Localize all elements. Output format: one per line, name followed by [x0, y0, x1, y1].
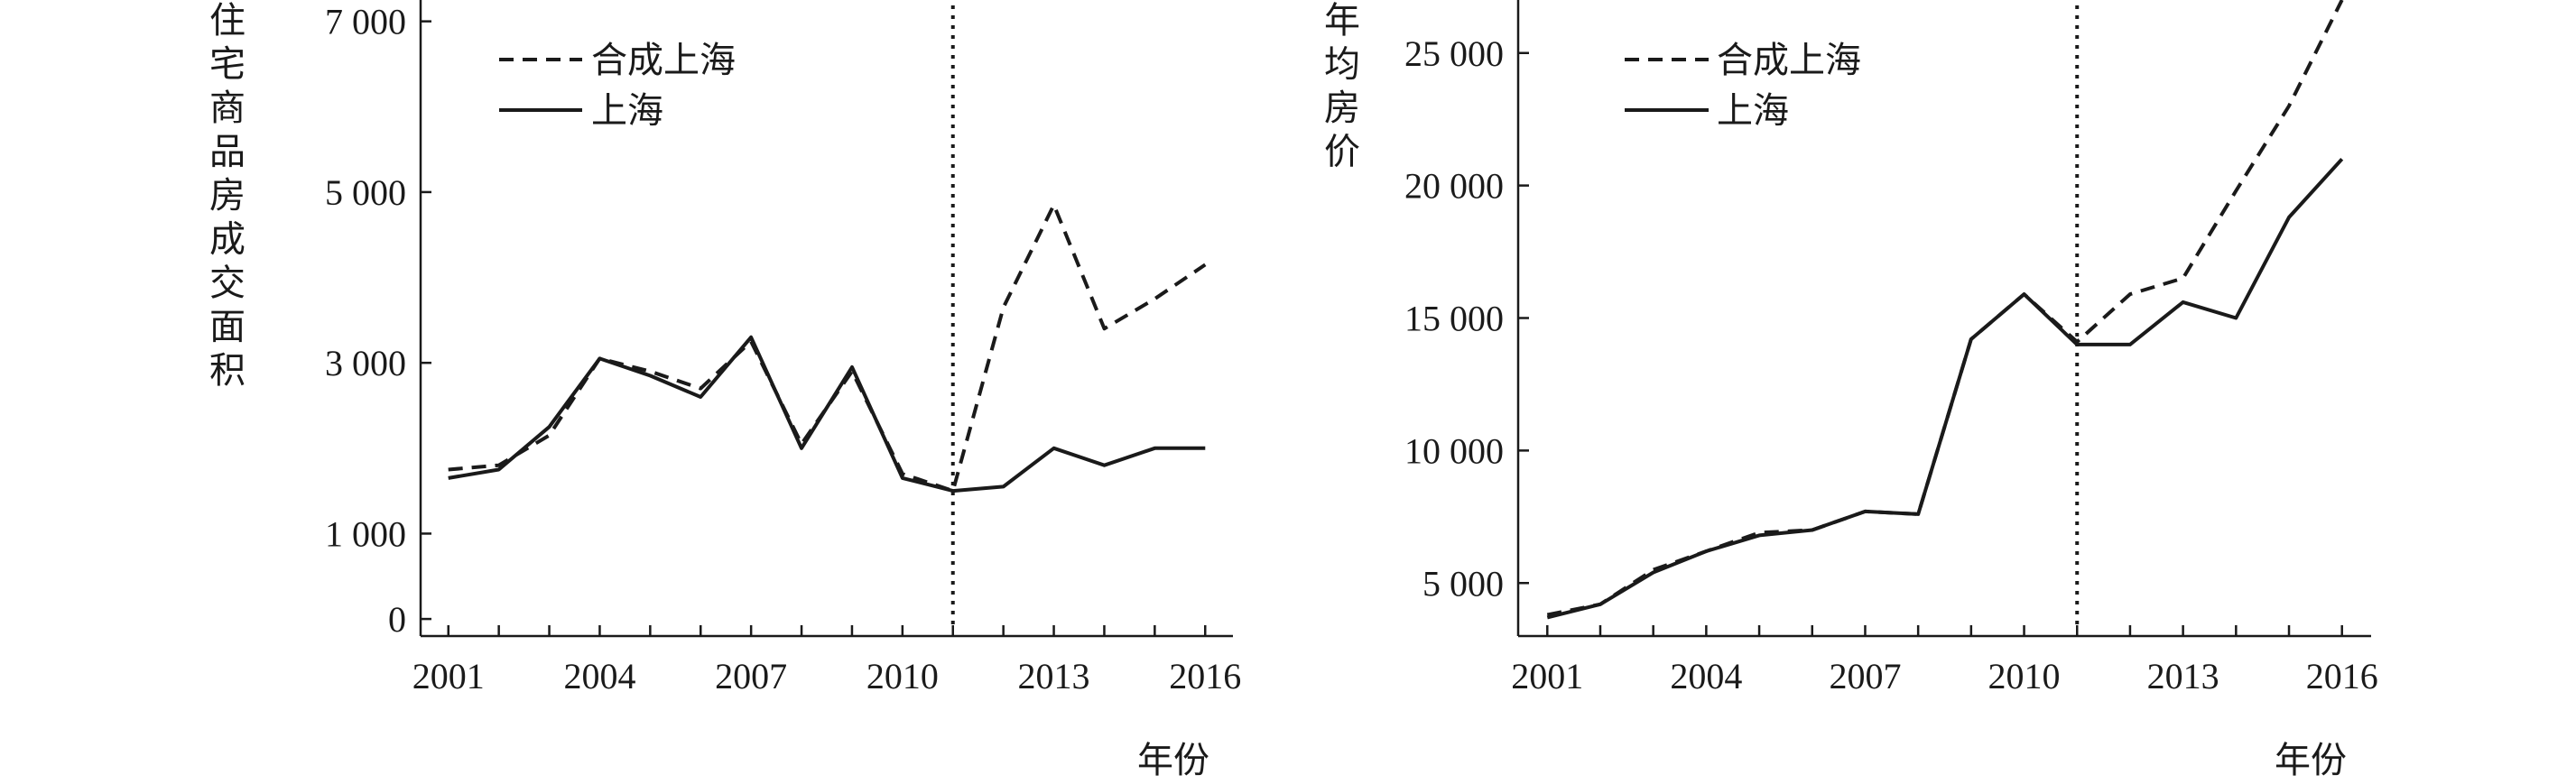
series-line-actual	[448, 335, 1206, 493]
y-axis-label-char: 交	[209, 263, 246, 304]
series-group	[1546, 0, 2344, 620]
y-tick-label: 0	[388, 599, 406, 640]
x-axis: 2001 2004 2007 2010 2013 2016	[1511, 625, 2378, 696]
y-axis-label-char: 房	[209, 175, 246, 217]
x-tick-label: 2010	[1988, 656, 2061, 696]
y-tick-label: 10 000	[1404, 430, 1504, 471]
x-tick-label: 2010	[866, 656, 939, 696]
series-line-synthetic	[448, 203, 1207, 493]
y-tick-label: 7 000	[325, 2, 406, 42]
legend-label: 合成上海	[1717, 40, 1861, 81]
x-axis-label: 年份	[2275, 740, 2347, 781]
legend-label: 合成上海	[591, 40, 736, 81]
y-axis-label-char: 房	[1324, 88, 1360, 129]
y-axis-label-char: 商	[209, 88, 246, 129]
x-tick-label: 2004	[563, 656, 635, 696]
legend-label: 上海	[591, 90, 663, 132]
series-group	[448, 203, 1207, 493]
y-axis-label-char: 品	[209, 132, 246, 173]
y-axis-label-char: 面	[209, 307, 246, 348]
y-axis-label-char: 宅	[209, 44, 246, 86]
y-axis-label-char: 积	[209, 350, 246, 392]
legend-label: 上海	[1717, 90, 1789, 132]
series-line-synthetic	[1546, 0, 2344, 617]
x-tick-label: 2016	[2306, 656, 2378, 696]
y-axis-label-char: 年	[1324, 0, 1360, 42]
x-tick-label: 2004	[1670, 656, 1742, 696]
y-tick-label: 20 000	[1404, 166, 1504, 207]
x-tick-label: 2013	[1018, 656, 1090, 696]
y-tick-label: 3 000	[325, 343, 406, 383]
y-tick-label: 25 000	[1404, 33, 1504, 74]
x-axis: 2001 2004 2007 2010 2013 2016	[412, 625, 1241, 696]
y-tick-label: 5 000	[325, 172, 406, 213]
x-tick-label: 2013	[2147, 656, 2219, 696]
y-tick-label: 1 000	[325, 513, 406, 554]
x-tick-label: 2001	[412, 656, 485, 696]
y-axis-label-char: 住	[209, 0, 246, 42]
x-axis-label: 年份	[1137, 740, 1209, 781]
y-axis: 5 000 10 000 15 000 20 000 25 000	[1404, 0, 1529, 636]
x-tick-label: 2016	[1169, 656, 1241, 696]
y-axis-label-char: 价	[1324, 132, 1360, 173]
y-tick-label: 15 000	[1404, 299, 1504, 339]
x-tick-label: 2007	[715, 656, 787, 696]
x-tick-label: 2001	[1511, 656, 1583, 696]
y-tick-label: 5 000	[1422, 563, 1504, 604]
y-axis-label-char: 成	[209, 219, 246, 261]
series-line-actual	[1546, 157, 2344, 620]
x-tick-label: 2007	[1829, 656, 1901, 696]
y-axis: 0 1 000 3 000 5 000 7 000	[325, 0, 431, 640]
y-axis-label-char: 均	[1324, 44, 1360, 86]
